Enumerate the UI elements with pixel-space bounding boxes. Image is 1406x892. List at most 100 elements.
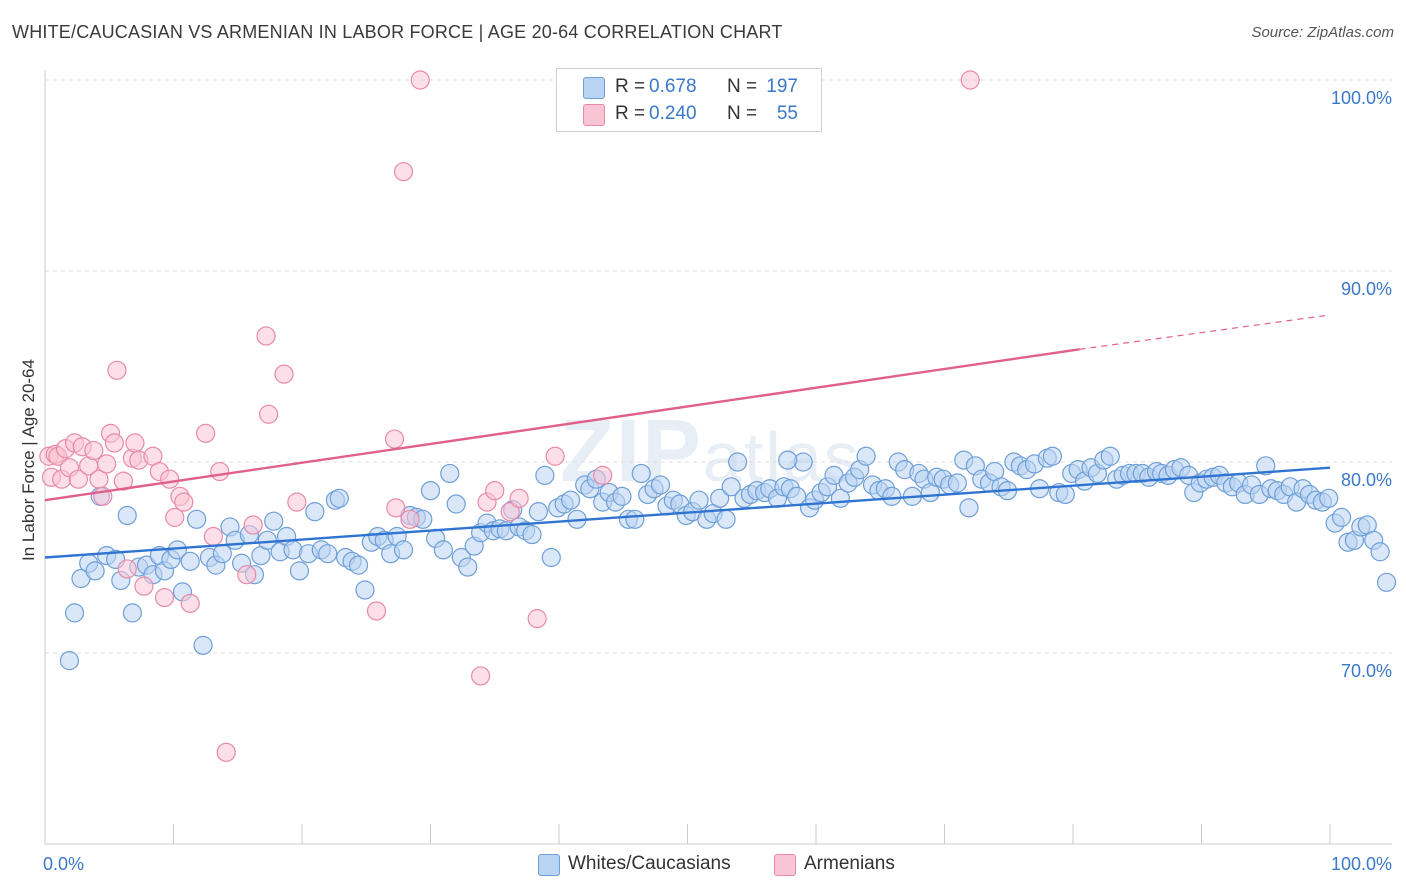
point-whites-75 [541, 547, 561, 568]
point-armenians-31 [180, 593, 200, 613]
point-whites-155 [1055, 484, 1075, 505]
point-armenians-46 [400, 509, 420, 529]
point-whites-186 [1256, 456, 1276, 476]
point-whites-124 [856, 446, 876, 466]
point-armenians-56 [960, 70, 980, 90]
y-tick-label-100: 100.0% [1331, 88, 1392, 108]
point-armenians-28 [165, 507, 185, 527]
point-armenians-36 [237, 565, 257, 585]
point-armenians-30 [174, 492, 194, 512]
point-whites-103 [721, 477, 741, 497]
x-tick-label-0: 0.0% [43, 854, 84, 874]
n-value-whites: 197 [766, 76, 798, 97]
trendline-armenians [44, 348, 1080, 502]
chart-title: WHITE/CAUCASIAN VS ARMENIAN IN LABOR FOR… [12, 22, 783, 42]
point-whites-58 [433, 540, 453, 560]
n-label: N = [727, 103, 758, 124]
y-tick-label-80: 80.0% [1341, 470, 1392, 490]
point-armenians-23 [134, 576, 154, 596]
trendline-extension-armenians [1079, 314, 1331, 350]
point-whites-72 [522, 524, 542, 545]
point-armenians-38 [256, 326, 276, 346]
point-whites-59 [440, 463, 460, 484]
point-whites-89 [631, 463, 651, 484]
point-armenians-53 [527, 609, 547, 629]
n-label: N = [727, 76, 758, 97]
point-armenians-26 [154, 588, 175, 608]
point-whites-73 [528, 502, 549, 522]
point-whites-102 [716, 509, 736, 529]
point-armenians-8 [68, 469, 89, 489]
point-armenians-39 [258, 404, 279, 424]
point-whites-162 [1100, 446, 1120, 466]
r-label: R = [615, 76, 646, 97]
point-whites-86 [612, 486, 632, 506]
point-whites-40 [318, 544, 338, 564]
point-whites-153 [1042, 446, 1063, 466]
point-armenians-43 [384, 429, 405, 449]
stats-legend: R = 0.678 N = 197 R = 0.240 N = 55 [556, 68, 822, 132]
point-whites-42 [329, 488, 349, 508]
point-armenians-18 [113, 471, 133, 491]
n-value-armenians: 55 [776, 103, 798, 124]
r-value-whites: 0.678 [649, 76, 697, 97]
point-armenians-55 [593, 465, 613, 485]
point-armenians-27 [160, 469, 180, 489]
point-armenians-41 [287, 492, 307, 512]
point-whites-98 [689, 490, 709, 510]
point-armenians-37 [243, 515, 263, 535]
point-armenians-48 [471, 666, 491, 686]
point-whites-45 [348, 555, 369, 575]
point-armenians-17 [107, 360, 127, 380]
armenians-legend-swatch [774, 854, 796, 876]
trendline-whites [44, 466, 1331, 559]
point-whites-4 [85, 561, 105, 581]
point-whites-138 [947, 473, 967, 493]
point-whites-78 [560, 490, 581, 510]
r-label: R = [615, 103, 646, 124]
point-whites-1 [64, 603, 85, 623]
point-whites-196 [1319, 488, 1339, 508]
point-whites-38 [305, 502, 325, 522]
x-tick-label-100: 100.0% [1331, 854, 1392, 874]
point-armenians-50 [485, 481, 505, 501]
point-whites-20 [187, 509, 207, 529]
point-armenians-32 [196, 423, 216, 443]
point-whites-204 [1370, 542, 1390, 562]
point-armenians-33 [203, 526, 223, 547]
whites-swatch [583, 77, 605, 99]
point-armenians-11 [84, 440, 104, 461]
point-whites-36 [289, 561, 310, 581]
whites-legend-swatch [538, 854, 560, 876]
point-armenians-14 [97, 454, 117, 474]
point-whites-128 [882, 486, 902, 506]
point-whites-104 [728, 452, 748, 472]
y-tick-label-90: 90.0% [1341, 279, 1392, 299]
point-whites-0 [59, 651, 80, 671]
point-armenians-45 [393, 162, 414, 182]
point-armenians-40 [274, 364, 294, 384]
point-armenians-51 [500, 502, 520, 522]
point-armenians-42 [366, 601, 387, 621]
point-whites-101 [710, 488, 730, 508]
point-whites-46 [355, 580, 375, 600]
point-armenians-52 [509, 488, 529, 508]
point-whites-206 [778, 450, 798, 470]
point-whites-21 [193, 635, 213, 655]
point-armenians-16 [104, 433, 124, 453]
point-whites-56 [420, 481, 441, 501]
point-whites-24 [212, 544, 232, 564]
source-label: Source: ZipAtlas.com [1251, 24, 1394, 41]
point-armenians-19 [117, 559, 137, 579]
series-legend: Whites/Caucasians Armenians [0, 852, 1406, 878]
point-armenians-34 [210, 461, 230, 482]
point-armenians-21 [125, 433, 145, 453]
y-axis-label: In Labor Force | Age 20-64 [19, 359, 38, 561]
point-whites-52 [393, 540, 414, 560]
point-whites-92 [650, 475, 671, 495]
point-armenians-47 [410, 70, 430, 90]
r-value-armenians: 0.240 [649, 103, 697, 124]
point-whites-9 [117, 505, 137, 526]
